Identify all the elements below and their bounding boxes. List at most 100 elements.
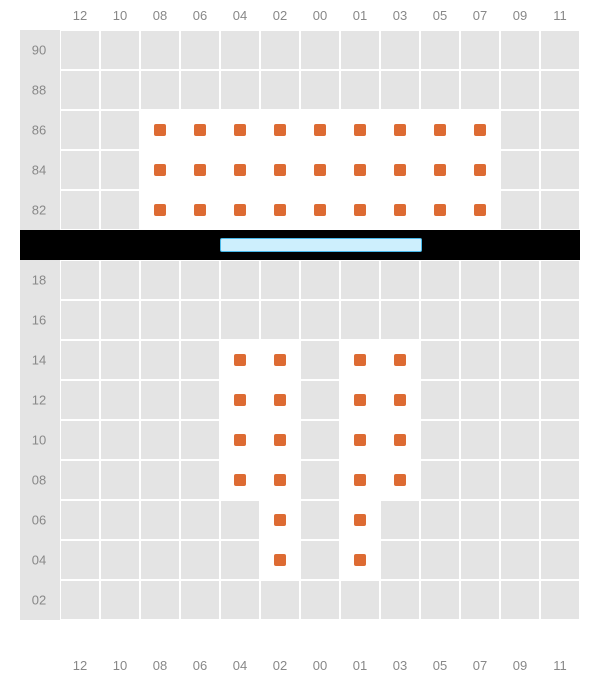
seat[interactable]	[260, 500, 300, 540]
seat[interactable]	[220, 340, 260, 380]
cell-empty	[500, 110, 540, 150]
cell-empty	[540, 70, 580, 110]
seat[interactable]	[380, 380, 420, 420]
col-label: 05	[420, 658, 460, 673]
seat[interactable]	[340, 340, 380, 380]
row-label-left: 86	[19, 123, 59, 138]
cell-empty	[460, 460, 500, 500]
cell-empty	[260, 580, 300, 620]
cell-empty	[500, 150, 540, 190]
seat[interactable]	[340, 460, 380, 500]
seat[interactable]	[180, 110, 220, 150]
col-labels-top: 12100806040200010305070911	[0, 8, 600, 24]
seat[interactable]	[180, 190, 220, 230]
seat[interactable]	[300, 150, 340, 190]
col-label: 10	[100, 8, 140, 23]
seat[interactable]	[260, 380, 300, 420]
cell-empty	[180, 300, 220, 340]
seat[interactable]	[180, 150, 220, 190]
cell-empty	[540, 380, 580, 420]
seat[interactable]	[260, 540, 300, 580]
seat[interactable]	[260, 460, 300, 500]
cell-empty	[380, 260, 420, 300]
cell-empty	[540, 580, 580, 620]
cell-empty	[500, 340, 540, 380]
seat[interactable]	[220, 460, 260, 500]
seat[interactable]	[140, 190, 180, 230]
cell-empty	[420, 300, 460, 340]
seat[interactable]	[300, 110, 340, 150]
seat[interactable]	[380, 460, 420, 500]
seat[interactable]	[260, 150, 300, 190]
seat[interactable]	[340, 110, 380, 150]
seat[interactable]	[220, 420, 260, 460]
seat[interactable]	[380, 150, 420, 190]
cell-empty	[180, 420, 220, 460]
seat[interactable]	[220, 110, 260, 150]
cell-empty	[300, 300, 340, 340]
seat[interactable]	[340, 380, 380, 420]
cell-empty	[420, 380, 460, 420]
stage-screen	[220, 238, 422, 252]
cell-empty	[300, 380, 340, 420]
row-label-left: 08	[19, 473, 59, 488]
seat[interactable]	[220, 380, 260, 420]
cell-empty	[300, 260, 340, 300]
row-label-left: 02	[19, 593, 59, 608]
seat[interactable]	[220, 190, 260, 230]
seat[interactable]	[340, 500, 380, 540]
cell-empty	[180, 500, 220, 540]
cell-empty	[540, 260, 580, 300]
cell-empty	[60, 460, 100, 500]
seat[interactable]	[340, 150, 380, 190]
cell-empty	[60, 110, 100, 150]
seat[interactable]	[380, 110, 420, 150]
cell-empty	[300, 420, 340, 460]
seat[interactable]	[460, 110, 500, 150]
seat[interactable]	[380, 190, 420, 230]
seat[interactable]	[140, 110, 180, 150]
seat[interactable]	[420, 150, 460, 190]
cell-empty	[500, 300, 540, 340]
seat[interactable]	[260, 420, 300, 460]
seat[interactable]	[220, 150, 260, 190]
seat[interactable]	[340, 540, 380, 580]
cell-empty	[180, 380, 220, 420]
seat[interactable]	[460, 190, 500, 230]
cell-empty	[420, 340, 460, 380]
cell-empty	[60, 540, 100, 580]
cell-empty	[220, 580, 260, 620]
col-label: 06	[180, 658, 220, 673]
seat[interactable]	[260, 110, 300, 150]
col-label: 09	[500, 8, 540, 23]
seat[interactable]	[140, 150, 180, 190]
seat[interactable]	[420, 190, 460, 230]
cell-empty	[180, 540, 220, 580]
seat[interactable]	[380, 420, 420, 460]
cell-empty	[380, 300, 420, 340]
seat[interactable]	[340, 190, 380, 230]
seat[interactable]	[260, 340, 300, 380]
seat[interactable]	[260, 190, 300, 230]
cell-empty	[60, 30, 100, 70]
cell-empty	[540, 460, 580, 500]
col-label: 02	[260, 658, 300, 673]
cell-empty	[420, 420, 460, 460]
cell-empty	[500, 460, 540, 500]
seat[interactable]	[460, 150, 500, 190]
cell-empty	[100, 30, 140, 70]
cell-empty	[140, 260, 180, 300]
cell-empty	[340, 30, 380, 70]
cell-empty	[300, 580, 340, 620]
cell-empty	[140, 540, 180, 580]
seat[interactable]	[420, 110, 460, 150]
cell-empty	[100, 500, 140, 540]
cell-empty	[220, 540, 260, 580]
cell-empty	[500, 70, 540, 110]
seat[interactable]	[300, 190, 340, 230]
cell-empty	[260, 300, 300, 340]
seat[interactable]	[380, 340, 420, 380]
section-balcony: 90908888868684848282	[20, 30, 580, 230]
cell-empty	[300, 70, 340, 110]
seat[interactable]	[340, 420, 380, 460]
